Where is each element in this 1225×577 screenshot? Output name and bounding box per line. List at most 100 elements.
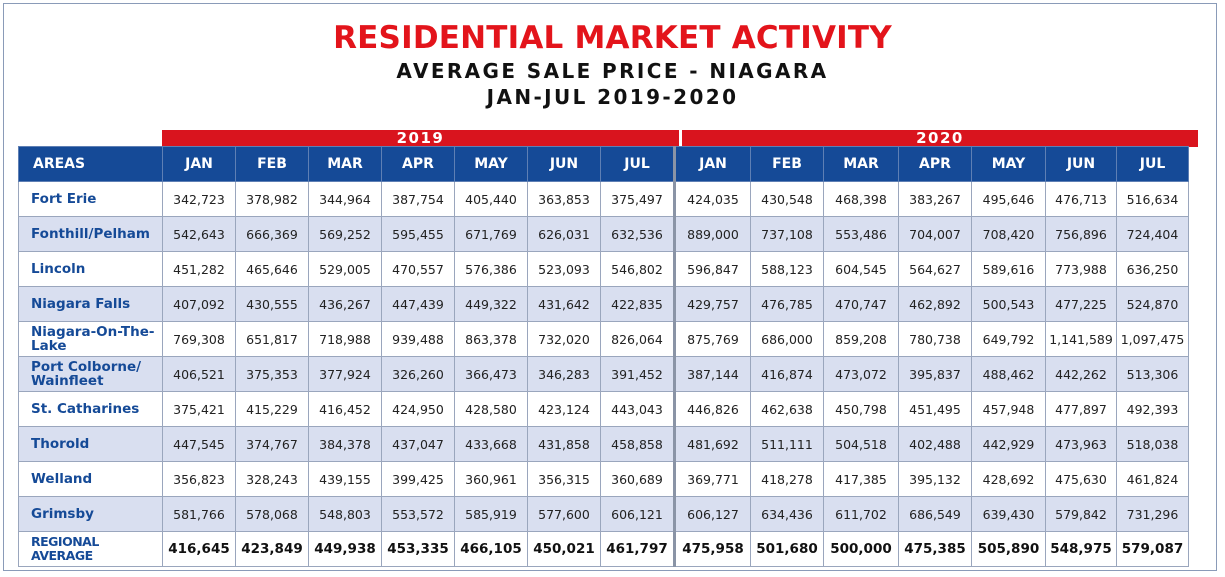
price-cell-2019: 626,031: [527, 216, 601, 252]
area-name: Welland: [18, 461, 163, 497]
price-cell-2019: 437,047: [381, 426, 455, 462]
table-row: St. Catharines 375,421 415,229 416,452 424,9…: [18, 391, 1189, 427]
price-cell-2020: 488,462: [971, 356, 1046, 392]
average-cell-2020: 475,385: [898, 531, 972, 567]
price-cell-2020: 476,713: [1045, 181, 1117, 217]
average-cell-2020: 505,890: [971, 531, 1046, 567]
price-cell-2020: 1,141,589: [1045, 321, 1117, 357]
price-cell-2020: 588,123: [750, 251, 824, 287]
price-cell-2020: 704,007: [898, 216, 972, 252]
month-header-2020: MAY: [971, 146, 1046, 182]
area-name: Niagara Falls: [18, 286, 163, 322]
price-cell-2020: 606,127: [673, 496, 751, 532]
price-cell-2019: 378,982: [235, 181, 309, 217]
table-header-row: AREAS JAN FEB MAR APR MAY JUN JUL JAN FE…: [18, 146, 1189, 182]
price-cell-2020: 468,398: [823, 181, 899, 217]
price-cell-2020: 596,847: [673, 251, 751, 287]
price-cell-2020: 859,208: [823, 321, 899, 357]
price-cell-2020: 611,702: [823, 496, 899, 532]
price-cell-2019: 595,455: [381, 216, 455, 252]
price-cell-2019: 451,282: [162, 251, 236, 287]
report-subtitle: AVERAGE SALE PRICE - NIAGARA: [396, 59, 829, 83]
price-cell-2019: 458,858: [600, 426, 675, 462]
year-2020-banner: 2020: [682, 130, 1198, 147]
price-cell-2019: 548,803: [308, 496, 382, 532]
month-header-2019: APR: [381, 146, 455, 182]
price-cell-2020: 724,404: [1116, 216, 1189, 252]
price-cell-2020: 428,692: [971, 461, 1046, 497]
price-cell-2019: 431,858: [527, 426, 601, 462]
price-cell-2019: 416,452: [308, 391, 382, 427]
month-header-2019: JAN: [162, 146, 236, 182]
price-cell-2020: 513,306: [1116, 356, 1189, 392]
price-cell-2020: 875,769: [673, 321, 751, 357]
average-cell-2020: 548,975: [1045, 531, 1117, 567]
price-cell-2019: 366,473: [454, 356, 528, 392]
price-cell-2020: 430,548: [750, 181, 824, 217]
price-cell-2019: 439,155: [308, 461, 382, 497]
price-cell-2019: 436,267: [308, 286, 382, 322]
price-cell-2019: 576,386: [454, 251, 528, 287]
price-cell-2019: 360,689: [600, 461, 675, 497]
average-cell-2020: 579,087: [1116, 531, 1189, 567]
area-name: Grimsby: [18, 496, 163, 532]
price-cell-2020: 518,038: [1116, 426, 1189, 462]
month-header-2020: MAR: [823, 146, 899, 182]
price-cell-2020: 473,963: [1045, 426, 1117, 462]
price-cell-2020: 416,874: [750, 356, 824, 392]
price-cell-2019: 415,229: [235, 391, 309, 427]
price-cell-2019: 581,766: [162, 496, 236, 532]
area-name: Port Colborne/ Wainfleet: [18, 356, 163, 392]
price-cell-2020: 500,543: [971, 286, 1046, 322]
price-cell-2020: 477,225: [1045, 286, 1117, 322]
price-cell-2020: 457,948: [971, 391, 1046, 427]
report-frame: [3, 3, 1217, 571]
price-cell-2019: 384,378: [308, 426, 382, 462]
price-cell-2019: 447,545: [162, 426, 236, 462]
price-cell-2019: 363,853: [527, 181, 601, 217]
price-cell-2020: 442,929: [971, 426, 1046, 462]
price-cell-2020: 636,250: [1116, 251, 1189, 287]
price-cell-2020: 492,393: [1116, 391, 1189, 427]
table-row: Fort Erie 342,723 378,982 344,964 387,754 405…: [18, 181, 1189, 217]
price-cell-2020: 451,495: [898, 391, 972, 427]
price-cell-2020: 470,747: [823, 286, 899, 322]
table-row: Welland 356,823 328,243 439,155 399,425 360,9…: [18, 461, 1189, 497]
price-cell-2019: 606,121: [600, 496, 675, 532]
month-header-2020: FEB: [750, 146, 824, 182]
price-cell-2019: 391,452: [600, 356, 675, 392]
month-header-2019: FEB: [235, 146, 309, 182]
price-cell-2020: 604,545: [823, 251, 899, 287]
price-cell-2020: 564,627: [898, 251, 972, 287]
price-cell-2019: 342,723: [162, 181, 236, 217]
price-cell-2020: 686,000: [750, 321, 824, 357]
price-cell-2020: 387,144: [673, 356, 751, 392]
price-cell-2020: 475,630: [1045, 461, 1117, 497]
month-header-2020: APR: [898, 146, 972, 182]
table-row: Lincoln 451,282 465,646 529,005 470,557 576,3…: [18, 251, 1189, 287]
price-cell-2019: 939,488: [381, 321, 455, 357]
price-cell-2020: 589,616: [971, 251, 1046, 287]
report-title: RESIDENTIAL MARKET ACTIVITY: [333, 20, 892, 56]
price-cell-2019: 377,924: [308, 356, 382, 392]
price-cell-2019: 423,124: [527, 391, 601, 427]
price-cell-2019: 430,555: [235, 286, 309, 322]
area-name: Thorold: [18, 426, 163, 462]
table-row: Thorold 447,545 374,767 384,378 437,047 433,6…: [18, 426, 1189, 462]
price-cell-2019: 732,020: [527, 321, 601, 357]
price-cell-2020: 477,897: [1045, 391, 1117, 427]
price-cell-2020: 780,738: [898, 321, 972, 357]
price-cell-2019: 399,425: [381, 461, 455, 497]
price-cell-2019: 826,064: [600, 321, 675, 357]
price-cell-2019: 360,961: [454, 461, 528, 497]
price-cell-2020: 383,267: [898, 181, 972, 217]
price-cell-2020: 737,108: [750, 216, 824, 252]
month-header-2020: JAN: [673, 146, 751, 182]
price-cell-2020: 417,385: [823, 461, 899, 497]
price-cell-2019: 666,369: [235, 216, 309, 252]
month-header-2020: JUL: [1116, 146, 1189, 182]
price-cell-2020: 446,826: [673, 391, 751, 427]
regional-average-label: REGIONAL AVERAGE: [18, 531, 163, 567]
price-cell-2019: 569,252: [308, 216, 382, 252]
price-cell-2020: 889,000: [673, 216, 751, 252]
